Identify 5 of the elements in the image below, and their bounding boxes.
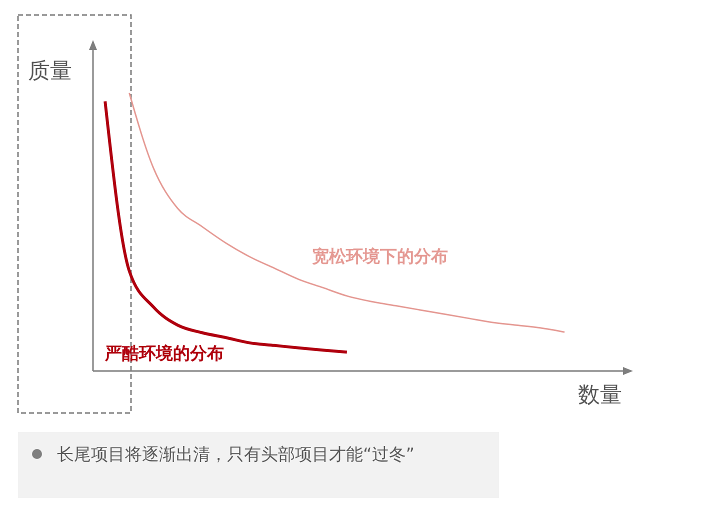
x-axis-title: 数量 <box>578 383 622 408</box>
text: 长尾项目将逐渐出清，只有头部项目才能“过冬” <box>57 445 415 465</box>
series-label: 严酷环境的分布 <box>104 344 224 364</box>
y-axis-title: 质量 <box>28 59 72 84</box>
series-label: 宽松环境下的分布 <box>312 247 448 267</box>
